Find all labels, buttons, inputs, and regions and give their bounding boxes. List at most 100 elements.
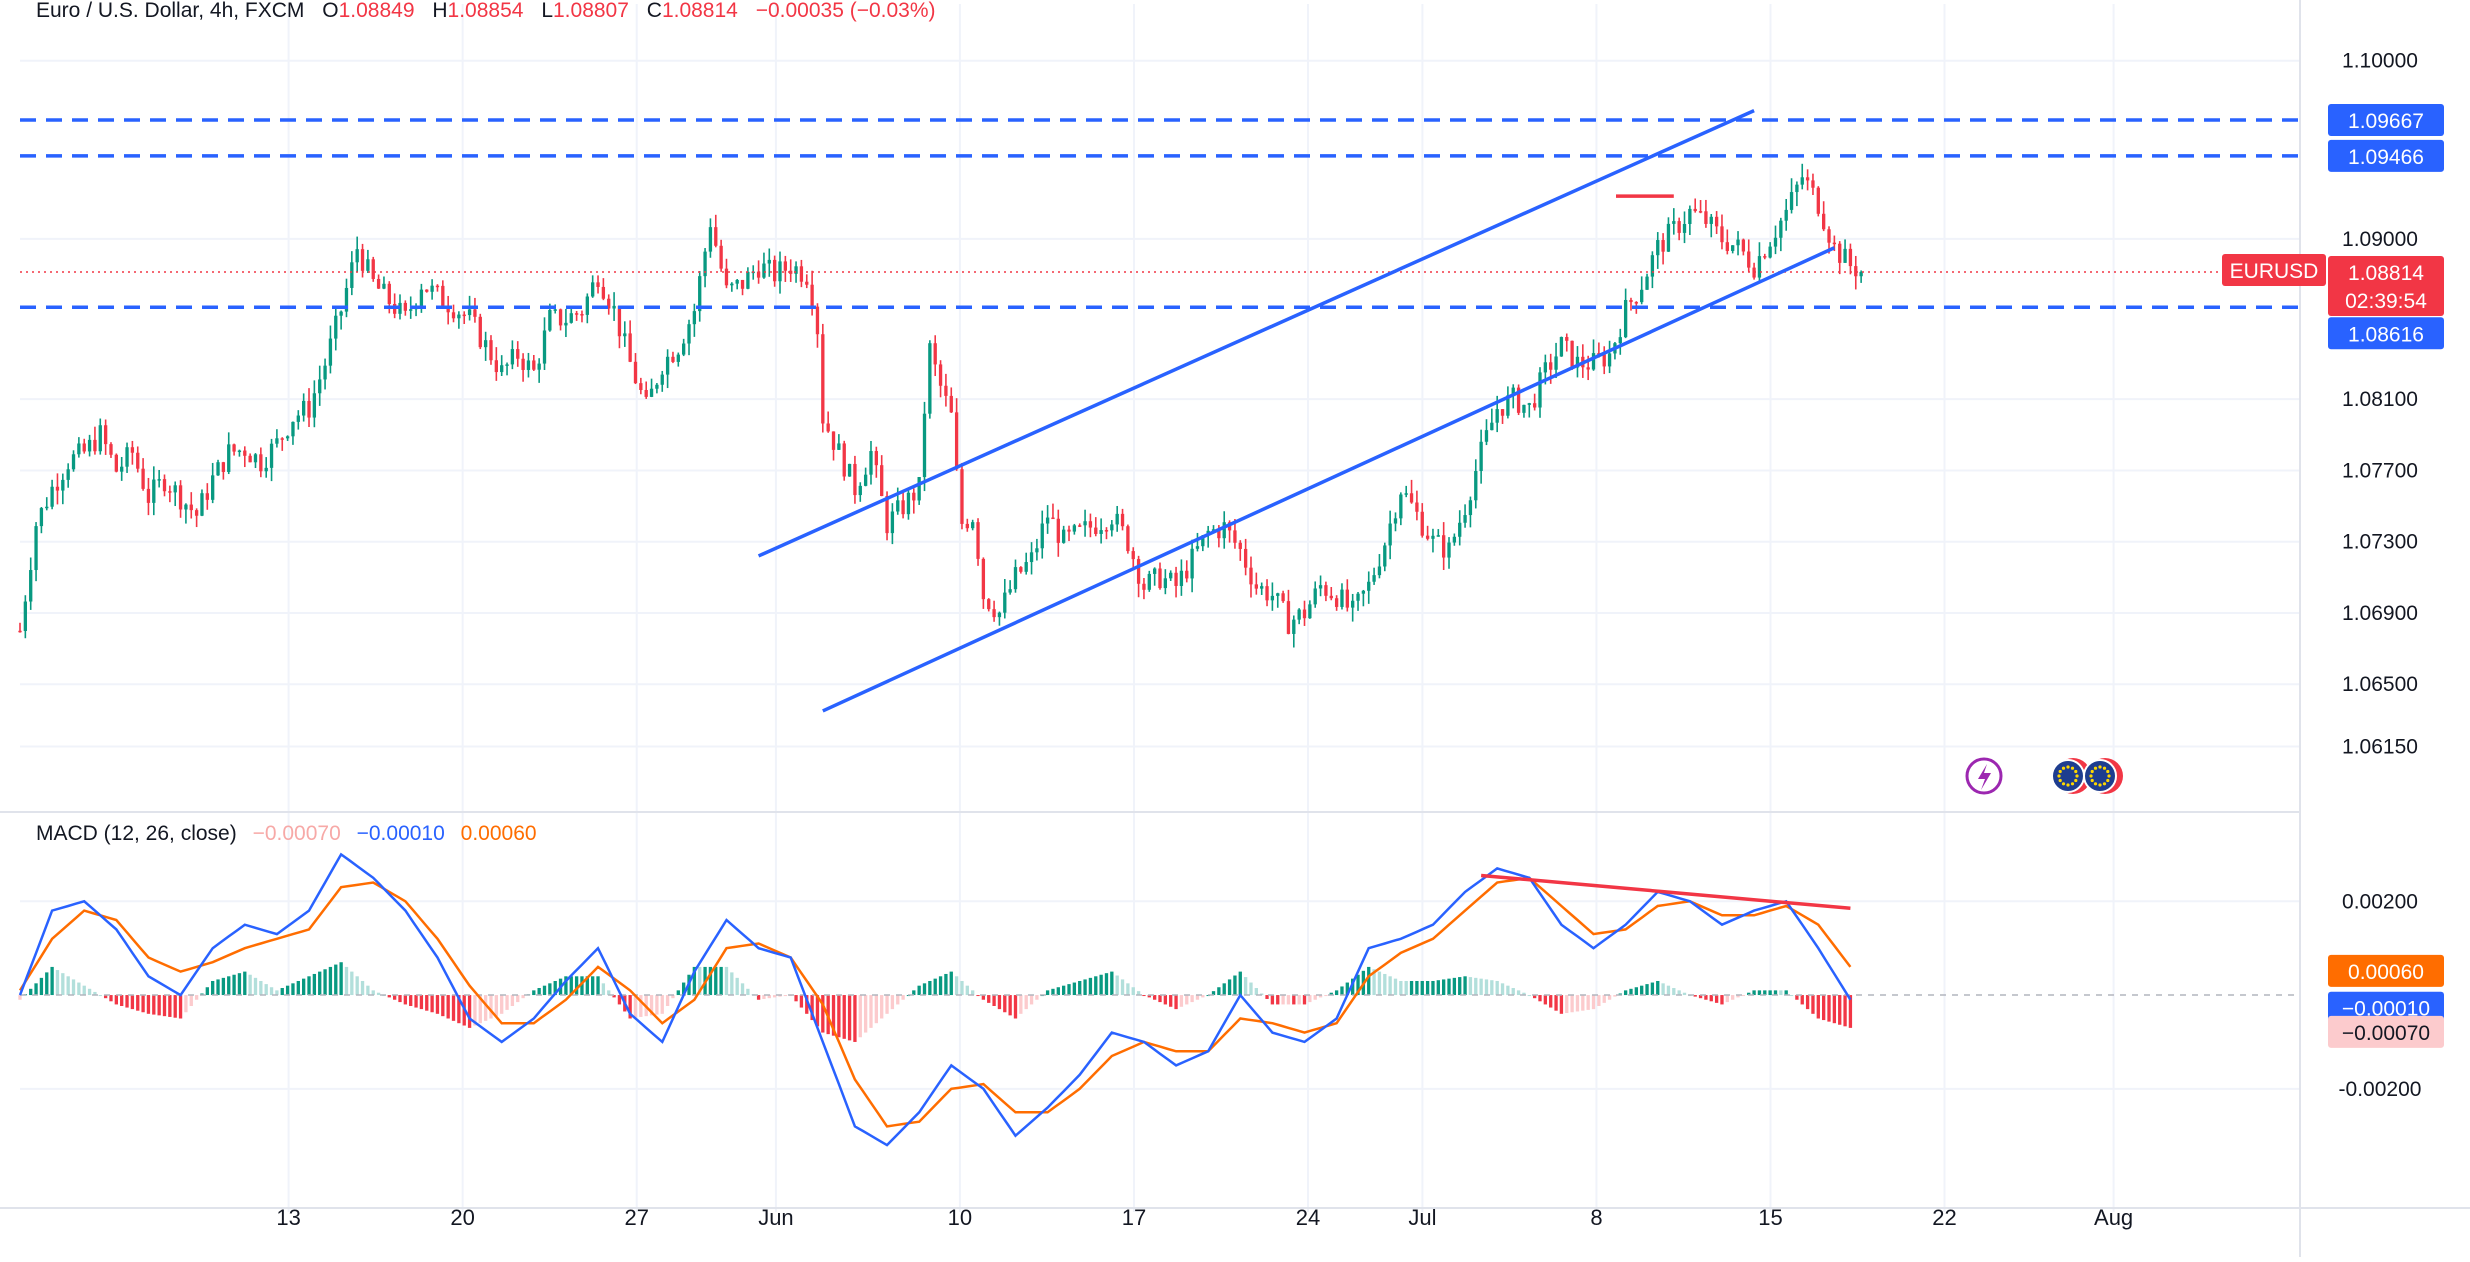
candle-body xyxy=(355,249,359,263)
candle-body xyxy=(896,500,900,512)
macd-histogram-bar xyxy=(698,966,702,996)
candle-body xyxy=(553,309,557,311)
macd-histogram-bar xyxy=(1634,987,1638,996)
time-axis[interactable]: 13 20 27 Jun 10 17 24 Jul 8 15 22 Aug xyxy=(276,1205,2133,1230)
flag-icon-star xyxy=(2070,766,2075,770)
lightning-event-icon[interactable] xyxy=(1965,757,2003,795)
candle xyxy=(1313,581,1317,608)
eu-flag-event-icon[interactable] xyxy=(2051,758,2091,794)
macd-histogram-bar xyxy=(1292,995,1296,1005)
candle-body xyxy=(665,356,670,375)
candle-body xyxy=(425,289,429,292)
macd-histogram-bar xyxy=(296,980,300,996)
horizontal-levels[interactable] xyxy=(20,118,2300,310)
candle-body xyxy=(569,313,573,323)
candle xyxy=(1811,173,1815,196)
candle-body xyxy=(221,462,226,472)
candle-body xyxy=(1425,535,1430,539)
candle-body xyxy=(698,276,702,312)
candle-body xyxy=(1763,256,1767,258)
candle-body xyxy=(473,309,477,317)
symbol-description[interactable]: Euro / U.S. Dollar, 4h, FXCM xyxy=(36,0,305,22)
macd-histogram-bar xyxy=(1527,995,1531,997)
macd-histogram-bar xyxy=(719,966,723,996)
candle xyxy=(1142,578,1146,600)
candle-body xyxy=(767,259,771,264)
candle-body xyxy=(922,413,927,478)
macd-histogram-bar xyxy=(601,983,606,996)
candle xyxy=(703,248,707,288)
candle xyxy=(799,259,804,288)
event-markers[interactable] xyxy=(1965,757,2123,795)
candle-body xyxy=(109,444,113,455)
channel-trendline[interactable] xyxy=(757,109,1755,558)
time-axis-tick-label: 10 xyxy=(948,1205,972,1230)
candle-body xyxy=(1474,470,1478,501)
candle-body xyxy=(1645,276,1649,290)
candle xyxy=(880,455,884,497)
candle-body xyxy=(232,444,236,452)
candle xyxy=(735,279,739,290)
channel-trendline[interactable] xyxy=(822,246,1836,713)
macd-histogram-bar xyxy=(1752,990,1756,996)
candle xyxy=(1340,583,1344,610)
candle xyxy=(1725,229,1729,255)
candle-body xyxy=(1731,245,1735,251)
candle-body xyxy=(1672,221,1676,224)
macd-histogram-bar xyxy=(200,993,204,996)
drawing-tools[interactable] xyxy=(757,109,1836,713)
candle xyxy=(660,370,664,392)
candle xyxy=(243,446,247,468)
price-axis[interactable]: 1.10000 1.09000 1.08100 1.07700 1.07300 1.069… xyxy=(2339,50,2422,1101)
macd-histogram-bar xyxy=(880,995,884,1019)
candle-body xyxy=(1003,592,1007,613)
candle-body xyxy=(1725,242,1729,251)
candle-body xyxy=(869,451,873,475)
macd-histogram-bar xyxy=(542,985,547,996)
candle-body xyxy=(184,504,188,510)
candle xyxy=(1243,538,1248,576)
macd-histogram-bar xyxy=(633,995,638,1018)
level-price-badge-bg xyxy=(2328,317,2444,350)
candle xyxy=(291,421,295,445)
candle xyxy=(831,431,836,461)
candle xyxy=(1035,538,1039,561)
macd-histogram-bar xyxy=(516,995,520,1003)
candle-body xyxy=(1623,299,1628,338)
candle xyxy=(853,455,857,504)
candle-body xyxy=(435,285,440,288)
candle xyxy=(505,362,509,376)
candle-body xyxy=(810,284,814,307)
candle-body xyxy=(1495,409,1499,423)
candle xyxy=(157,469,161,488)
flag-icon-star xyxy=(2098,765,2102,769)
candle-body xyxy=(1276,593,1280,596)
candle-body xyxy=(1035,548,1039,553)
macd-histogram-bar xyxy=(1452,977,1457,996)
eu-flag-event-icon[interactable] xyxy=(2083,758,2123,794)
macd-histogram-bar xyxy=(136,995,140,1011)
candle xyxy=(1822,201,1826,232)
candle-body xyxy=(639,383,643,390)
candle-body xyxy=(1784,209,1788,221)
candle xyxy=(1645,273,1649,290)
candle-body xyxy=(243,450,247,456)
candle xyxy=(1538,367,1542,418)
candle-body xyxy=(928,343,932,414)
price-axis-tick-label: 1.06900 xyxy=(2342,602,2418,625)
candle xyxy=(1848,243,1853,275)
macd-histogram-bar xyxy=(441,995,445,1017)
macd-histogram-bar xyxy=(730,972,734,996)
macd-divergence-line[interactable] xyxy=(1480,873,1851,911)
candle-body xyxy=(344,287,349,312)
candle xyxy=(708,218,713,258)
macd-histogram-bar xyxy=(1393,978,1398,996)
macd-histogram-bar xyxy=(1281,995,1285,1005)
candle-body xyxy=(200,493,204,516)
macd-title[interactable]: MACD (12, 26, close) xyxy=(36,822,237,845)
macd-histogram-bar xyxy=(1008,995,1012,1016)
flag-icon-disc xyxy=(2051,759,2085,793)
